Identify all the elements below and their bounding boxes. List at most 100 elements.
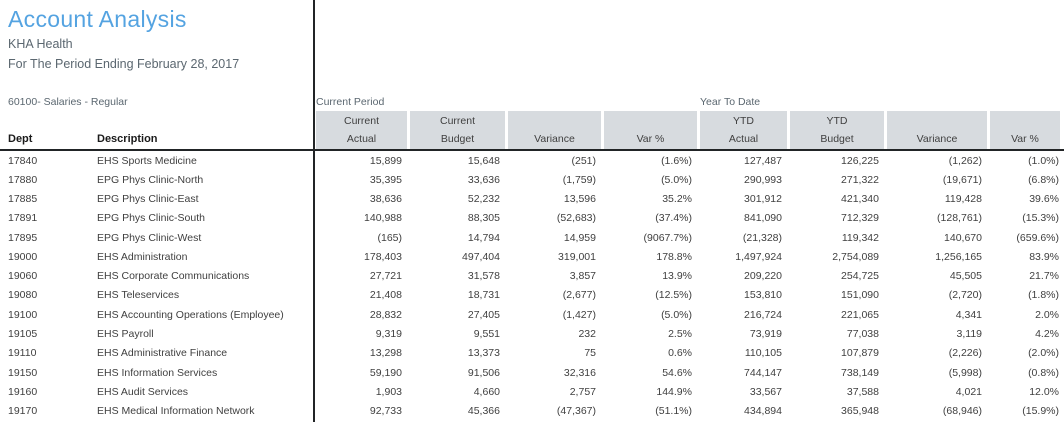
dept-cell: 17840 [8, 154, 38, 167]
dept-cell: 19100 [8, 308, 38, 321]
current-budget-cell: 18,731 [467, 289, 500, 302]
column-header-current-actual: Current Actual [316, 111, 407, 149]
current-actual-cell: 21,408 [369, 289, 402, 302]
current-budget-cell: 52,232 [467, 193, 500, 206]
dept-cell: 19170 [8, 405, 38, 418]
column-header-line1: YTD [733, 115, 754, 127]
ytd-actual-cell: 110,105 [744, 347, 782, 360]
column-header-line1: Current [343, 115, 379, 127]
column-header-line1 [887, 112, 987, 130]
column-header-line1 [508, 112, 601, 130]
ytd-variance-cell: 140,670 [944, 231, 982, 244]
current-var-pct-cell: (1.6%) [661, 154, 692, 167]
ytd-budget-cell: 254,725 [841, 270, 879, 283]
current-budget-cell: 91,506 [467, 366, 500, 379]
ytd-var-pct-cell: (1.0%) [1028, 154, 1059, 167]
ytd-var-pct-cell: 2.0% [1035, 308, 1059, 321]
current-variance-cell: 32,316 [563, 366, 596, 379]
table-row: 17895 EPG Phys Clinic-West (165) 14,794 14,9… [0, 228, 1064, 247]
current-budget-cell: 14,794 [467, 231, 500, 244]
column-header-line2: Variance [916, 133, 958, 145]
current-actual-cell: 13,298 [369, 347, 402, 360]
ytd-budget-cell: 77,038 [846, 328, 879, 341]
table-row: 17840 EHS Sports Medicine 15,899 15,648 (251… [0, 151, 1064, 170]
column-header-line1 [604, 112, 697, 130]
current-var-pct-cell: 2.5% [668, 328, 692, 341]
current-budget-cell: 33,636 [467, 173, 500, 186]
current-budget-cell: 88,305 [467, 212, 500, 225]
column-header-ytd-variance: Variance [887, 111, 987, 149]
ytd-var-pct-cell: (0.8%) [1028, 366, 1059, 379]
table-row: 19150 EHS Information Services 59,190 91,50… [0, 363, 1064, 382]
column-header-ytd-actual: YTD Actual [700, 111, 787, 149]
ytd-variance-cell: (19,671) [942, 173, 982, 186]
dept-cell: 17895 [8, 231, 38, 244]
group-label-year-to-date: Year To Date [700, 96, 761, 108]
column-header-line2: Actual [346, 133, 377, 145]
current-budget-cell: 15,648 [467, 154, 500, 167]
ytd-variance-cell: 1,256,165 [935, 250, 982, 263]
ytd-budget-cell: 107,879 [841, 347, 879, 360]
table-row: 19060 EHS Corporate Communications 27,721 3… [0, 267, 1064, 286]
current-var-pct-cell: 35.2% [662, 193, 692, 206]
current-budget-cell: 9,551 [473, 328, 500, 341]
vertical-divider [313, 0, 315, 422]
ytd-actual-cell: 434,894 [744, 405, 782, 418]
current-var-pct-cell: 0.6% [668, 347, 692, 360]
current-variance-cell: 13,596 [563, 193, 596, 206]
ytd-variance-cell: (128,761) [937, 212, 982, 225]
ytd-actual-cell: 290,993 [744, 173, 782, 186]
dept-cell: 19110 [8, 347, 37, 360]
current-variance-cell: (1,759) [562, 173, 596, 186]
ytd-var-pct-cell: (1.8%) [1028, 289, 1059, 302]
ytd-budget-cell: 119,342 [841, 231, 879, 244]
table-row: 17885 EPG Phys Clinic-East 38,636 52,232 13,… [0, 190, 1064, 209]
dept-cell: 19160 [8, 385, 38, 398]
column-header-line2: Var % [1011, 133, 1039, 145]
ytd-variance-cell: (5,998) [948, 366, 982, 379]
dept-cell: 19150 [8, 366, 38, 379]
current-actual-cell: 28,832 [369, 308, 402, 321]
ytd-variance-cell: (2,720) [948, 289, 982, 302]
ytd-variance-cell: 3,119 [956, 328, 983, 341]
current-variance-cell: 319,001 [558, 250, 596, 263]
ytd-variance-cell: (68,946) [942, 405, 982, 418]
table-row: 19170 EHS Medical Information Network 92,7… [0, 401, 1064, 420]
ytd-actual-cell: 216,724 [744, 308, 782, 321]
current-variance-cell: (52,683) [556, 212, 596, 225]
description-cell: EHS Payroll [97, 328, 154, 341]
page-title: Account Analysis [8, 6, 187, 32]
ytd-var-pct-cell: (659.6%) [1016, 231, 1059, 244]
ytd-var-pct-cell: 4.2% [1035, 328, 1059, 341]
column-header-current-budget: Current Budget [410, 111, 505, 149]
table-row: 19080 EHS Teleservices 21,408 18,731 (2,677)… [0, 286, 1064, 305]
dept-cell: 19105 [8, 328, 38, 341]
table-body: 17840 EHS Sports Medicine 15,899 15,648 (251… [0, 151, 1064, 421]
current-variance-cell: (47,367) [556, 405, 596, 418]
current-actual-cell: 1,903 [375, 385, 402, 398]
current-budget-cell: 31,578 [467, 270, 500, 283]
ytd-actual-cell: 73,919 [749, 328, 782, 341]
description-cell: EHS Sports Medicine [97, 154, 197, 167]
current-var-pct-cell: (5.0%) [661, 173, 692, 186]
dept-cell: 19080 [8, 289, 38, 302]
dept-cell: 17880 [8, 173, 38, 186]
dept-cell: 17891 [8, 212, 38, 225]
dept-cell: 19060 [8, 270, 38, 283]
ytd-actual-cell: 301,912 [744, 193, 782, 206]
ytd-variance-cell: 119,428 [944, 193, 982, 206]
current-budget-cell: 4,660 [473, 385, 500, 398]
current-var-pct-cell: 54.6% [662, 366, 692, 379]
column-header-line2: Variance [534, 133, 575, 145]
ytd-actual-cell: 744,147 [744, 366, 782, 379]
current-actual-cell: 59,190 [369, 366, 402, 379]
table-row: 17891 EPG Phys Clinic-South 140,988 88,305 (… [0, 209, 1064, 228]
ytd-budget-cell: 421,340 [841, 193, 879, 206]
description-cell: EHS Teleservices [97, 289, 180, 302]
ytd-var-pct-cell: (6.8%) [1028, 173, 1059, 186]
ytd-budget-cell: 271,322 [841, 173, 879, 186]
current-variance-cell: 3,857 [569, 270, 596, 283]
group-label-current-period: Current Period [316, 96, 385, 108]
current-actual-cell: 35,395 [369, 173, 402, 186]
current-actual-cell: 92,733 [369, 405, 402, 418]
